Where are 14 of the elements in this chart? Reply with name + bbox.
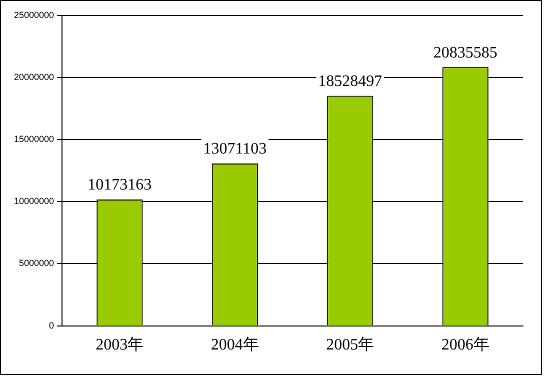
x-tick-label: 2003年 [96, 336, 144, 354]
y-tick-label: 5000000 [18, 258, 54, 268]
y-tick-label: 20000000 [14, 72, 54, 82]
y-tick-label: 0 [49, 320, 54, 330]
data-label: 10173163 [88, 176, 152, 194]
data-label: 18528497 [318, 72, 382, 90]
x-tick-label: 2005年 [326, 336, 374, 354]
data-label: 13071103 [203, 140, 267, 158]
y-tick-label: 25000000 [14, 10, 54, 20]
y-tick-label: 15000000 [14, 134, 54, 144]
data-label: 20835585 [433, 44, 498, 62]
x-tick-label: 2004年 [210, 336, 259, 354]
y-tick-label: 10000000 [14, 196, 54, 206]
x-tick-label: 2006年 [441, 336, 490, 354]
